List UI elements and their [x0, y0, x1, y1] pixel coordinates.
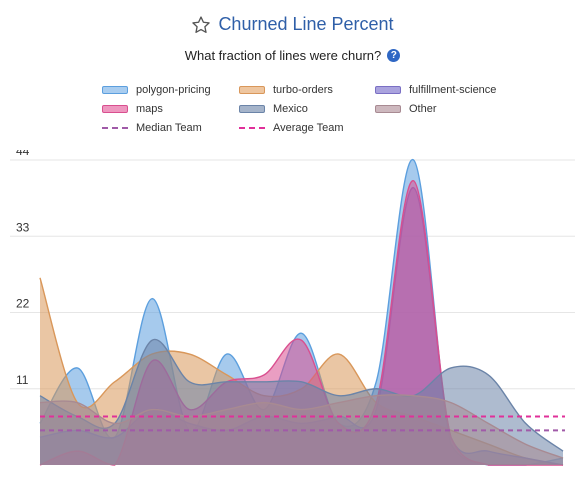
legend-item-maps[interactable]: maps: [102, 103, 163, 115]
legend-label: fulfillment-science: [409, 84, 497, 96]
legend-label: Mexico: [273, 103, 308, 115]
legend-dash: [102, 127, 128, 129]
chart-header: Churned Line Percent What fraction of li…: [0, 14, 585, 65]
legend-swatch: [239, 105, 265, 113]
legend-label: polygon-pricing: [136, 84, 211, 96]
title-row: Churned Line Percent: [191, 14, 394, 35]
star-outline-icon[interactable]: [191, 15, 211, 35]
y-tick-label: 22: [16, 297, 30, 311]
subtitle-row: What fraction of lines were churn? ?: [185, 48, 401, 63]
chart-legend: polygon-pricing turbo-orders fulfillment…: [0, 84, 585, 140]
legend-item-average-team[interactable]: Average Team: [239, 122, 344, 134]
chart-title: Churned Line Percent: [218, 14, 394, 34]
legend-item-fulfillment-science[interactable]: fulfillment-science: [375, 84, 496, 96]
legend-swatch: [375, 86, 401, 94]
legend-item-mexico[interactable]: Mexico: [239, 103, 308, 115]
legend-label: Other: [409, 103, 437, 115]
help-circle-icon[interactable]: ?: [387, 48, 401, 62]
y-tick-label: 44: [16, 150, 30, 158]
legend-label: maps: [136, 103, 163, 115]
legend-item-polygon-pricing[interactable]: polygon-pricing: [102, 84, 211, 96]
area-chart: 11 22 33 44: [10, 150, 575, 466]
line-mexico: [39, 338, 564, 452]
chart-subtitle: What fraction of lines were churn?: [184, 47, 382, 63]
legend-item-other[interactable]: Other: [375, 103, 437, 115]
y-tick-label: 11: [16, 373, 29, 387]
line-other: [39, 394, 564, 459]
legend-label: Average Team: [273, 122, 344, 134]
legend-swatch: [239, 86, 265, 94]
legend-item-turbo-orders[interactable]: turbo-orders: [239, 84, 333, 96]
legend-item-median-team[interactable]: Median Team: [102, 122, 202, 134]
legend-label: Median Team: [136, 122, 202, 134]
legend-swatch: [102, 86, 128, 94]
legend-label: turbo-orders: [273, 84, 333, 96]
legend-swatch: [102, 105, 128, 113]
legend-swatch: [375, 105, 401, 113]
legend-dash: [239, 127, 265, 129]
y-tick-label: 33: [16, 220, 30, 234]
